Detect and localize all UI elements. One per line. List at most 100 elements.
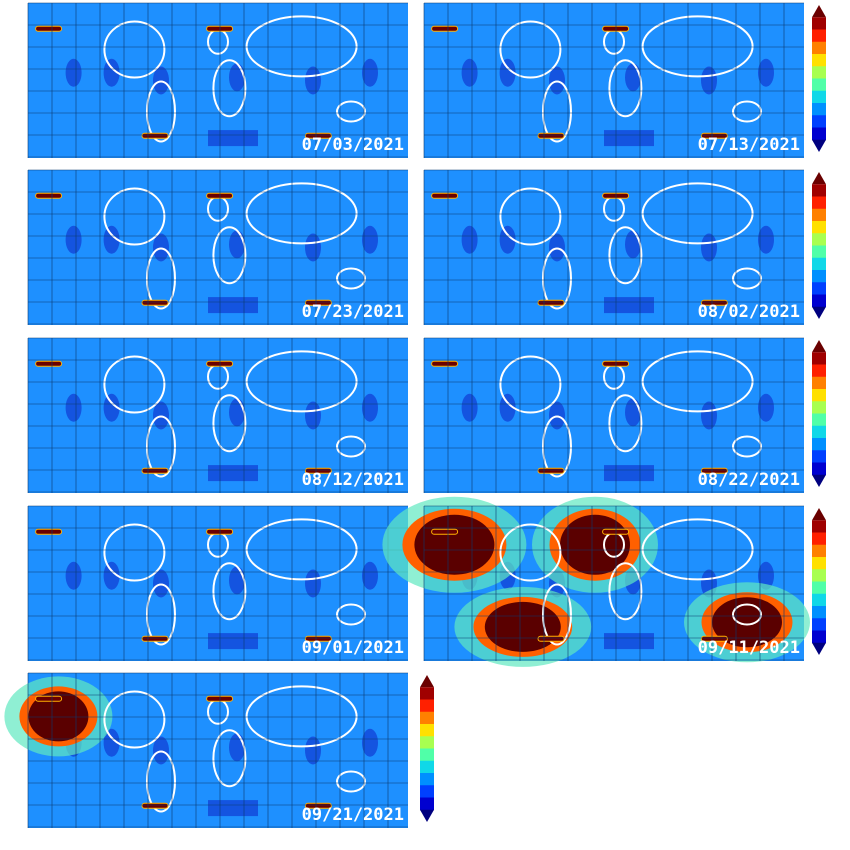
land	[499, 187, 562, 246]
strip	[431, 25, 459, 32]
land	[336, 267, 366, 290]
land	[103, 187, 166, 246]
colorbar-end	[812, 474, 826, 487]
patch	[208, 130, 258, 147]
colorbar-step	[812, 532, 826, 546]
colorbar-step	[812, 557, 826, 570]
patch	[305, 401, 321, 430]
land	[245, 182, 358, 245]
patch	[604, 297, 654, 314]
strip	[141, 635, 169, 642]
patch	[229, 230, 245, 259]
patch	[758, 225, 774, 254]
patch	[625, 398, 641, 427]
strip	[431, 360, 459, 367]
strip	[141, 802, 169, 809]
land	[732, 603, 762, 626]
date-label: 08/02/2021	[698, 302, 800, 322]
patch	[461, 225, 478, 254]
land	[732, 100, 762, 123]
patch	[229, 733, 245, 762]
colorbar-step	[812, 270, 826, 283]
strip	[537, 132, 565, 139]
colorbar-step	[812, 208, 826, 222]
strip	[537, 635, 565, 642]
strip	[304, 467, 332, 474]
colorbar-step	[812, 520, 826, 533]
patch	[65, 58, 82, 87]
colorbar-step	[812, 257, 826, 271]
colorbar-step	[812, 569, 826, 582]
colorbar-step	[812, 544, 826, 558]
land	[608, 226, 643, 285]
colorbar-step	[812, 401, 826, 414]
colorbar-step	[812, 389, 826, 402]
colorbar-step	[812, 29, 826, 43]
strip	[141, 299, 169, 306]
land	[103, 690, 166, 749]
strip	[35, 528, 63, 535]
strip	[206, 360, 234, 367]
land	[732, 435, 762, 458]
colorbar-end	[812, 306, 826, 319]
colorbar-step	[420, 797, 434, 811]
land	[245, 685, 358, 748]
patch	[103, 561, 120, 590]
land	[212, 226, 247, 285]
land	[336, 435, 366, 458]
patch	[362, 225, 378, 254]
colorbar-step	[420, 748, 434, 762]
colorbar-step	[812, 450, 826, 463]
patch	[604, 130, 654, 147]
blob	[414, 514, 495, 575]
colorbar-end	[812, 172, 826, 185]
land	[103, 20, 166, 79]
patch	[305, 233, 321, 262]
land	[212, 394, 247, 453]
colorbar-step	[420, 724, 434, 737]
patch	[758, 393, 774, 422]
land	[146, 247, 176, 310]
map-panel: 09/01/2021	[27, 505, 408, 661]
land	[245, 15, 358, 78]
blob	[28, 691, 89, 742]
colorbar	[812, 172, 826, 319]
strip	[206, 528, 234, 535]
strip	[35, 192, 63, 199]
colorbar-step	[812, 462, 826, 476]
patch	[305, 569, 321, 598]
land	[212, 729, 247, 788]
land	[146, 80, 176, 143]
patch	[103, 728, 120, 757]
colorbar-step	[812, 282, 826, 295]
land	[245, 518, 358, 581]
colorbar-step	[812, 294, 826, 308]
patch	[499, 225, 516, 254]
strip	[431, 192, 459, 199]
colorbar-step	[812, 413, 826, 427]
land	[146, 415, 176, 478]
patch	[103, 58, 120, 87]
patch	[758, 58, 774, 87]
date-label: 08/22/2021	[698, 470, 800, 490]
colorbar-step	[420, 773, 434, 786]
land	[336, 100, 366, 123]
patch	[701, 401, 717, 430]
colorbar-end	[812, 5, 826, 18]
date-label: 09/11/2021	[698, 638, 800, 658]
colorbar-step	[812, 245, 826, 259]
land	[103, 355, 166, 414]
strip	[304, 132, 332, 139]
colorbar-step	[812, 78, 826, 92]
map-panel: 07/03/2021	[27, 2, 408, 158]
patch	[208, 800, 258, 817]
strip	[141, 132, 169, 139]
colorbar-step	[812, 90, 826, 104]
patch	[103, 393, 120, 422]
patch	[604, 465, 654, 482]
patch	[229, 63, 245, 92]
strip	[537, 299, 565, 306]
colorbar-end	[812, 139, 826, 152]
land	[641, 518, 754, 581]
